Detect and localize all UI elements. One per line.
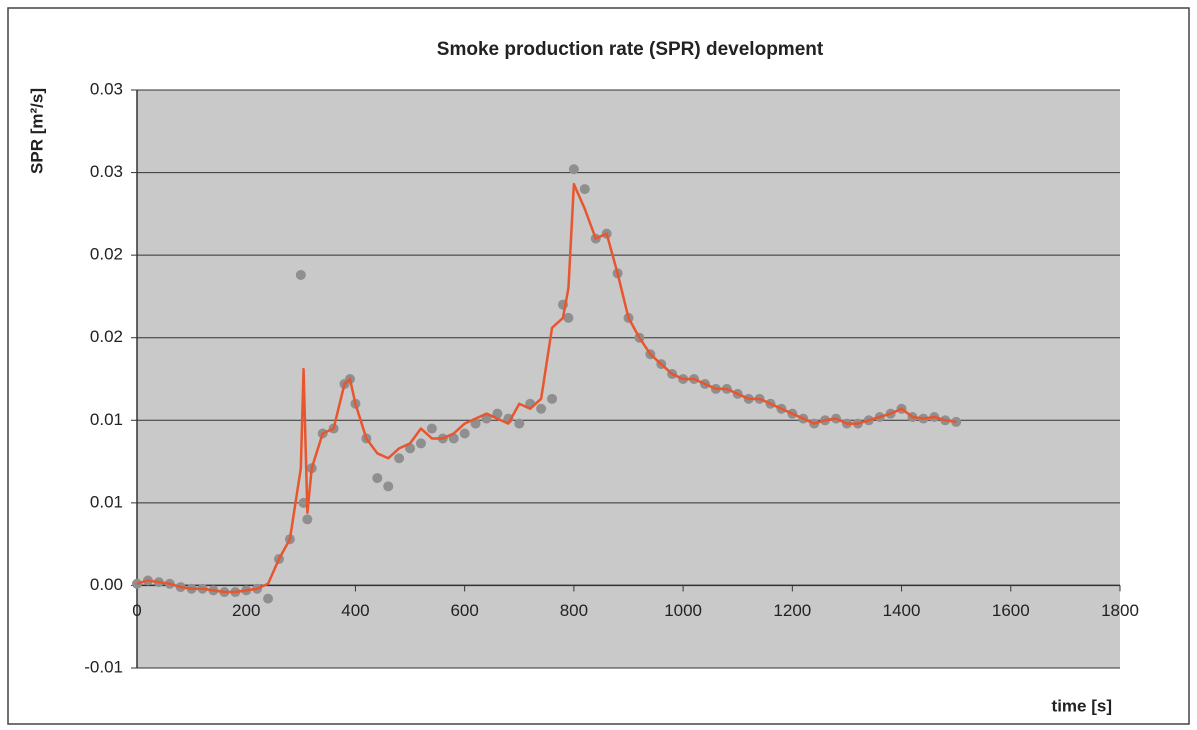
data-point <box>563 312 574 323</box>
data-point <box>568 164 579 175</box>
x-tick-label: 600 <box>450 601 478 620</box>
y-tick-label: 0.01 <box>90 492 123 511</box>
data-point <box>372 473 383 484</box>
y-tick-label: 0.00 <box>90 575 123 594</box>
x-axis-label: time [s] <box>1052 696 1112 715</box>
data-line <box>136 182 957 594</box>
y-tick-label: 0.03 <box>90 79 123 98</box>
data-point <box>426 423 437 434</box>
y-tick-label: 0.02 <box>90 327 123 346</box>
plot-area <box>137 90 1120 668</box>
data-point <box>579 184 590 195</box>
x-tick-label: 1800 <box>1101 601 1139 620</box>
x-tick-label: 0 <box>132 601 141 620</box>
y-tick-label: 0.02 <box>90 245 123 264</box>
y-tick-label: 0.03 <box>90 162 123 181</box>
x-tick-label: 1200 <box>773 601 811 620</box>
y-axis-label: SPR [m²/s] <box>27 88 46 174</box>
data-point <box>459 428 470 439</box>
data-point <box>302 514 313 525</box>
data-point <box>383 481 394 492</box>
y-tick-label: 0.01 <box>90 410 123 429</box>
data-point <box>295 269 306 280</box>
data-point <box>514 418 525 429</box>
x-tick-label: 1600 <box>992 601 1030 620</box>
x-tick-label: 200 <box>232 601 260 620</box>
data-point <box>263 593 274 604</box>
y-tick-label: -0.01 <box>84 657 123 676</box>
chart-title: Smoke production rate (SPR) development <box>437 39 824 60</box>
data-point <box>415 438 426 449</box>
x-tick-label: 800 <box>560 601 588 620</box>
data-point <box>536 403 547 414</box>
x-tick-label: 1000 <box>664 601 702 620</box>
x-tick-label: 1400 <box>883 601 921 620</box>
x-tick-label: 400 <box>341 601 369 620</box>
data-point <box>394 453 405 464</box>
data-point <box>547 393 558 404</box>
